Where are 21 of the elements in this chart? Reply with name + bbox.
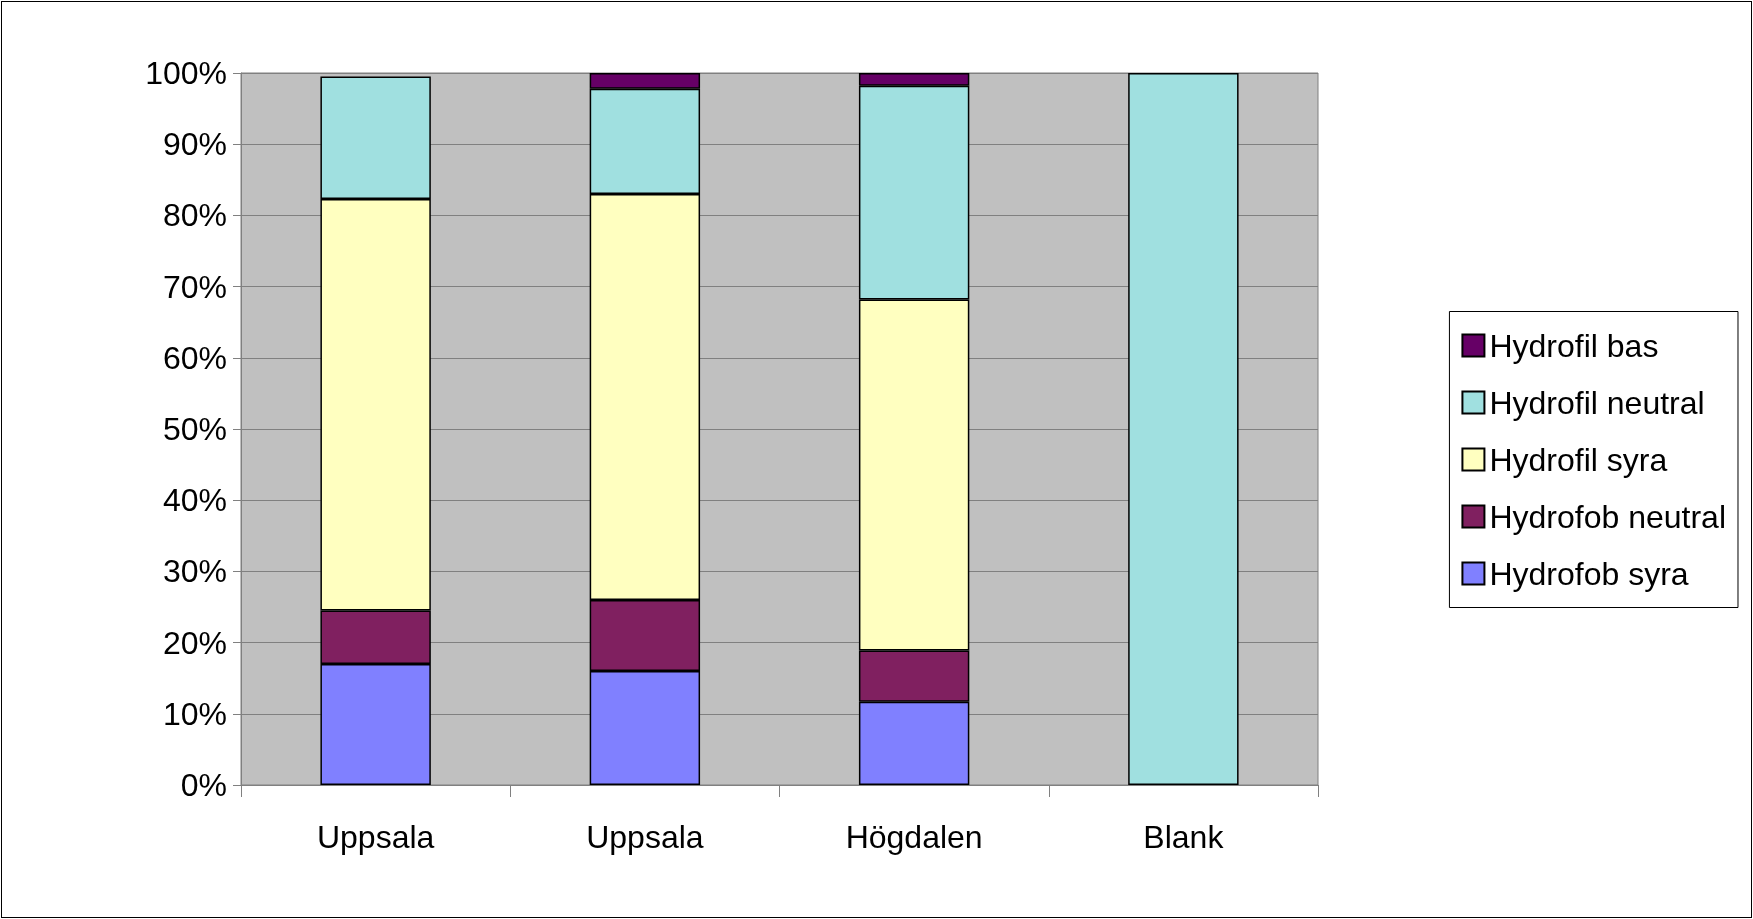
- x-tick-label: Högdalen: [845, 819, 983, 855]
- x-tick-label: Blank: [1143, 819, 1225, 855]
- legend-label: Hydrofil neutral: [1489, 384, 1705, 421]
- legend-label: Hydrofob neutral: [1489, 498, 1726, 535]
- y-tick-label: 70%: [162, 268, 227, 305]
- y-tick-label: 60%: [162, 339, 227, 376]
- y-tick-label: 80%: [162, 197, 227, 234]
- y-tick-label: 100%: [145, 55, 227, 91]
- y-tick-label: 30%: [162, 553, 227, 590]
- y-tick-label: 40%: [162, 482, 227, 519]
- y-tick-label: 0%: [180, 767, 227, 803]
- y-tick-label: 10%: [162, 695, 227, 732]
- legend-label: Hydrofil syra: [1489, 441, 1668, 478]
- legend-label: Hydrofil bas: [1489, 327, 1659, 364]
- y-tick-label: 50%: [162, 411, 227, 447]
- bar: [1128, 73, 1239, 785]
- y-tick-label: 90%: [162, 126, 227, 163]
- y-tick-label: 20%: [162, 624, 227, 661]
- x-tick-label: Uppsala: [586, 819, 704, 855]
- x-tick-label: Uppsala: [316, 819, 435, 855]
- legend-label: Hydrofob syra: [1489, 555, 1689, 592]
